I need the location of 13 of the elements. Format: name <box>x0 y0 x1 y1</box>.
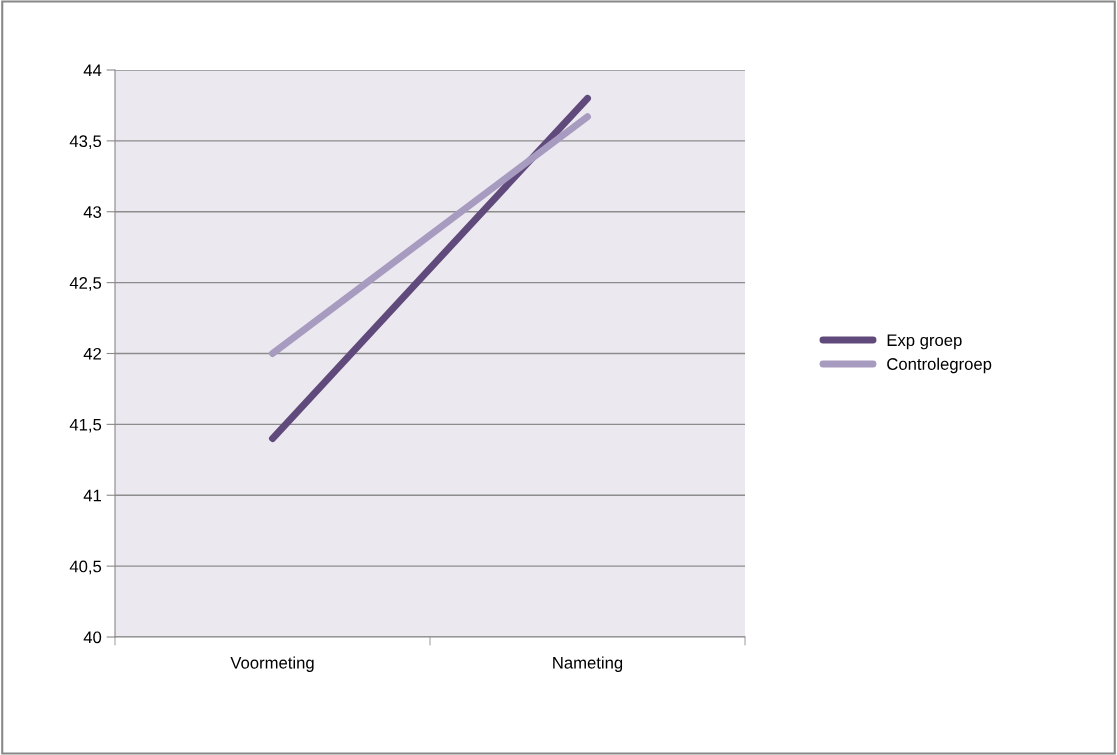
y-tick-label: 40,5 <box>69 560 102 575</box>
legend-label: Exp groep <box>887 334 962 350</box>
y-tick-label: 42 <box>83 347 101 360</box>
x-tick-label: Nameting <box>553 656 623 672</box>
y-tick-label: 44 <box>83 64 102 77</box>
y-tick-label: 43,5 <box>69 135 102 150</box>
y-tick-label: 40 <box>83 631 102 644</box>
legend-label: Controlegroep <box>887 357 992 374</box>
y-tick-label: 42,5 <box>69 277 102 291</box>
y-tick-label: 43 <box>83 206 102 218</box>
y-tick-label: 41,5 <box>69 418 102 433</box>
y-tick-label: 41 <box>83 489 101 502</box>
x-tick-label: Voormeting <box>230 656 314 672</box>
